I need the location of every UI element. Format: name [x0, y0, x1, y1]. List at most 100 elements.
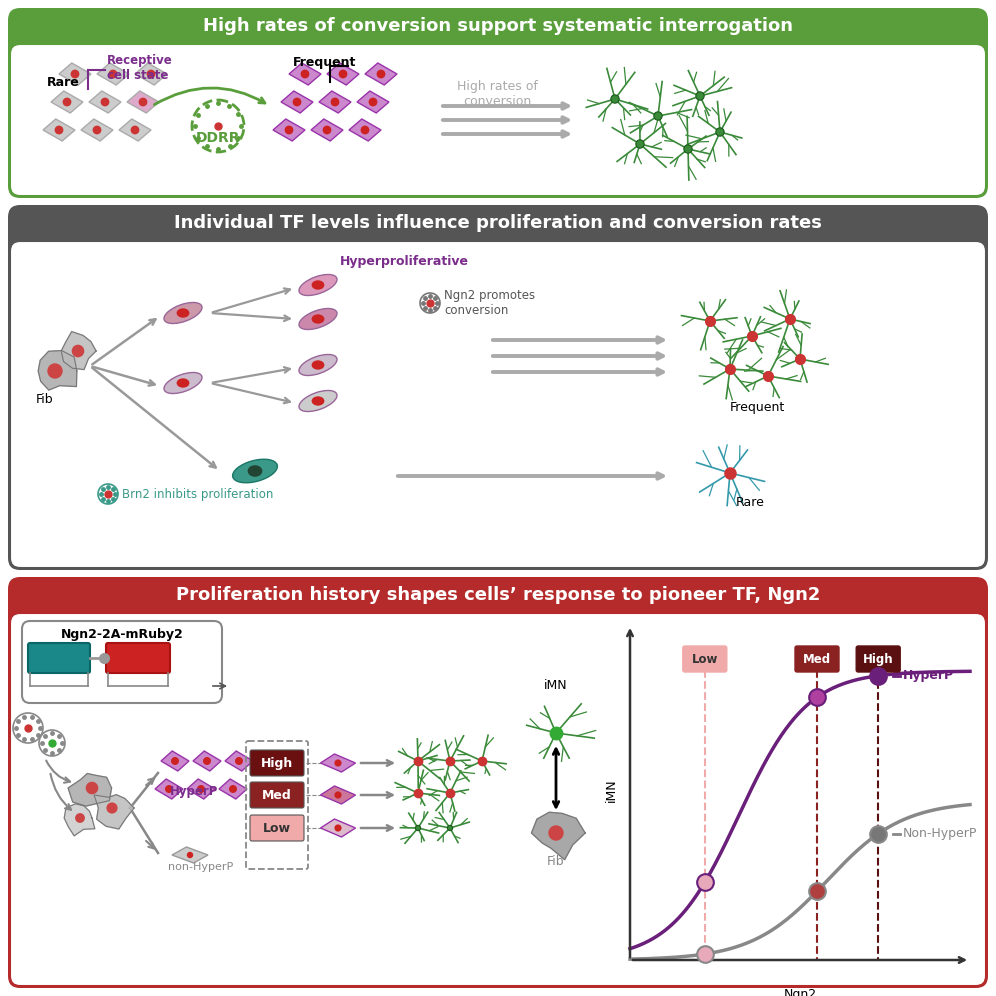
Circle shape — [107, 803, 118, 814]
FancyBboxPatch shape — [8, 205, 988, 570]
Circle shape — [293, 98, 302, 107]
FancyBboxPatch shape — [8, 8, 988, 198]
Circle shape — [165, 785, 173, 793]
Polygon shape — [357, 91, 389, 113]
Circle shape — [339, 70, 348, 79]
Polygon shape — [273, 119, 305, 141]
Polygon shape — [321, 754, 356, 772]
Polygon shape — [68, 774, 112, 806]
Circle shape — [447, 826, 452, 831]
Circle shape — [71, 70, 80, 79]
Text: Fib: Fib — [547, 855, 565, 868]
Text: Ngn2
(mRuby2): Ngn2 (mRuby2) — [770, 988, 831, 996]
Text: Frequent: Frequent — [293, 56, 357, 69]
Circle shape — [786, 315, 794, 323]
Circle shape — [130, 125, 139, 134]
Circle shape — [361, 125, 370, 134]
Circle shape — [446, 758, 453, 764]
Circle shape — [75, 813, 85, 823]
Circle shape — [331, 98, 340, 107]
FancyBboxPatch shape — [10, 44, 986, 196]
Polygon shape — [321, 819, 356, 837]
Ellipse shape — [312, 361, 325, 370]
Text: Frequent: Frequent — [729, 401, 785, 414]
Polygon shape — [311, 119, 343, 141]
Polygon shape — [81, 119, 113, 141]
Text: Hyperproliferative: Hyperproliferative — [340, 255, 469, 268]
Circle shape — [716, 127, 724, 136]
Polygon shape — [532, 812, 586, 860]
Polygon shape — [64, 804, 95, 836]
Polygon shape — [319, 91, 351, 113]
Circle shape — [203, 757, 211, 765]
Circle shape — [479, 758, 485, 764]
Text: High: High — [863, 652, 893, 665]
Circle shape — [63, 98, 72, 107]
Circle shape — [109, 70, 118, 79]
Ellipse shape — [299, 390, 337, 411]
Ellipse shape — [312, 396, 325, 405]
Polygon shape — [59, 63, 91, 85]
Polygon shape — [97, 63, 129, 85]
Ellipse shape — [164, 303, 202, 324]
Polygon shape — [193, 751, 221, 771]
Text: Rare: Rare — [736, 496, 765, 509]
Text: Ngn2 promotes
conversion: Ngn2 promotes conversion — [444, 289, 535, 317]
Circle shape — [415, 826, 420, 831]
FancyBboxPatch shape — [8, 577, 988, 988]
Circle shape — [726, 365, 734, 374]
Circle shape — [696, 92, 704, 101]
Polygon shape — [187, 779, 215, 799]
FancyBboxPatch shape — [28, 643, 90, 673]
Polygon shape — [349, 119, 381, 141]
Circle shape — [101, 98, 110, 107]
Text: Low: Low — [263, 822, 291, 835]
Ellipse shape — [299, 309, 337, 330]
Polygon shape — [281, 91, 313, 113]
Text: Receptive
cell state: Receptive cell state — [107, 54, 172, 82]
Circle shape — [369, 98, 377, 107]
Text: HyperP: HyperP — [903, 669, 954, 682]
Text: High: High — [261, 757, 293, 770]
Polygon shape — [119, 119, 151, 141]
FancyBboxPatch shape — [106, 643, 170, 673]
Polygon shape — [327, 63, 359, 85]
Polygon shape — [219, 779, 247, 799]
Ellipse shape — [248, 465, 262, 477]
FancyBboxPatch shape — [857, 646, 900, 672]
Circle shape — [138, 98, 147, 107]
Circle shape — [235, 757, 243, 765]
Ellipse shape — [164, 373, 202, 393]
FancyBboxPatch shape — [250, 750, 304, 776]
Circle shape — [323, 125, 332, 134]
Circle shape — [376, 70, 385, 79]
Circle shape — [706, 317, 714, 325]
Ellipse shape — [176, 309, 189, 318]
Circle shape — [335, 759, 342, 767]
Text: High rates of
conversion: High rates of conversion — [456, 80, 538, 108]
Circle shape — [86, 782, 99, 794]
Circle shape — [171, 757, 179, 765]
Circle shape — [335, 825, 342, 832]
FancyBboxPatch shape — [250, 815, 304, 841]
Circle shape — [725, 468, 734, 477]
Text: Med: Med — [803, 652, 831, 665]
FancyBboxPatch shape — [250, 782, 304, 808]
Circle shape — [549, 826, 564, 841]
Text: Individual TF levels influence proliferation and conversion rates: Individual TF levels influence prolifera… — [174, 214, 822, 232]
Polygon shape — [94, 795, 134, 829]
Text: non-HyperP: non-HyperP — [168, 862, 233, 872]
Text: HyperP: HyperP — [170, 785, 218, 798]
Text: DDRR: DDRR — [196, 131, 240, 145]
Circle shape — [72, 345, 85, 358]
Circle shape — [764, 372, 772, 380]
Polygon shape — [38, 351, 77, 390]
Text: High rates of conversion support systematic interrogation: High rates of conversion support systema… — [203, 17, 793, 35]
Circle shape — [229, 785, 237, 793]
Circle shape — [187, 852, 193, 859]
Polygon shape — [135, 63, 167, 85]
FancyBboxPatch shape — [10, 613, 986, 986]
Circle shape — [93, 125, 102, 134]
Circle shape — [635, 139, 644, 148]
Polygon shape — [51, 91, 83, 113]
